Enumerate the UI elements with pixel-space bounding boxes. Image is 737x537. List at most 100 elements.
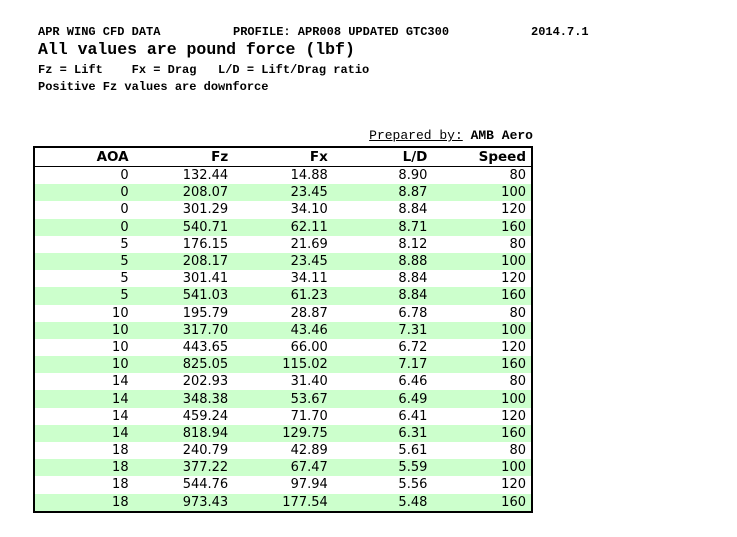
table-cell: 43.46 xyxy=(290,322,328,338)
table-cell: 160 xyxy=(501,357,526,373)
table-cell: 42.89 xyxy=(290,443,328,459)
table-cell: 160 xyxy=(501,425,526,441)
table-body: 0 132.44 14.88 8.90 80 0 208.07 23.45 8.87 100 0 30… xyxy=(34,167,532,512)
table-cell: 818.94 xyxy=(182,425,229,441)
table-cell: 160 xyxy=(501,288,526,304)
table-cell: 18 xyxy=(112,460,129,476)
table-cell: 80 xyxy=(509,168,526,184)
table-cell: 67.47 xyxy=(290,460,328,476)
table-cell: 120 xyxy=(501,202,526,218)
table-row: 10 825.05 115.02 7.17 160 xyxy=(34,356,532,374)
table-row: 10 317.70 43.46 7.31 100 xyxy=(34,321,532,339)
table-cell: 14 xyxy=(112,391,129,407)
table-row: 0 208.07 23.45 8.87 100 xyxy=(34,184,532,202)
table-cell: 5.61 xyxy=(398,443,428,459)
table-cell: 5 xyxy=(120,254,129,270)
table-cell: 100 xyxy=(501,460,526,476)
table-cell: 5 xyxy=(120,288,129,304)
table-cell: 177.54 xyxy=(282,494,328,510)
prepared-by-value: AMB Aero xyxy=(470,128,533,143)
table-cell: 100 xyxy=(501,254,526,270)
table-cell: 120 xyxy=(501,339,526,355)
table-row: 5 176.15 21.69 8.12 80 xyxy=(34,236,532,253)
cfd-data-table: AOA Fz Fx L/D Speed 0 132.44 14.88 8.90 80 0 208.0… xyxy=(33,146,533,513)
table-cell: 97.94 xyxy=(290,477,328,493)
table-row: 14 348.38 53.67 6.49 100 xyxy=(34,390,532,408)
table-cell: 34.11 xyxy=(290,271,328,287)
table-cell: 0 xyxy=(120,185,129,201)
table-cell: 5.59 xyxy=(398,460,428,476)
downforce-note: Positive Fz values are downforce xyxy=(38,80,269,94)
table-cell: 7.31 xyxy=(398,322,428,338)
table-cell: 973.43 xyxy=(182,494,229,510)
version-date: 2014.7.1 xyxy=(531,25,589,39)
table-cell: 541.03 xyxy=(182,288,229,304)
table-cell: 66.00 xyxy=(290,339,328,355)
table-cell: 120 xyxy=(501,408,526,424)
table-cell: 100 xyxy=(501,322,526,338)
table-row: 0 301.29 34.10 8.84 120 xyxy=(34,201,532,218)
table-row: 10 443.65 66.00 6.72 120 xyxy=(34,339,532,356)
table-cell: 71.70 xyxy=(290,408,328,424)
table-cell: 120 xyxy=(501,271,526,287)
column-header-aoa: AOA xyxy=(34,147,134,167)
table-cell: 160 xyxy=(501,219,526,235)
table-cell: 301.41 xyxy=(182,271,229,287)
table-cell: 240.79 xyxy=(182,443,229,459)
prepared-by-space xyxy=(463,128,471,143)
column-header-l-d: L/D xyxy=(332,147,433,167)
table-row: 10 195.79 28.87 6.78 80 xyxy=(34,305,532,322)
table-row: 0 132.44 14.88 8.90 80 xyxy=(34,167,532,185)
units-subtitle: All values are pound force (lbf) xyxy=(38,40,355,59)
table-cell: 120 xyxy=(501,477,526,493)
table-cell: 10 xyxy=(112,357,129,373)
table-cell: 8.90 xyxy=(398,168,428,184)
table-row: 0 540.71 62.11 8.71 160 xyxy=(34,218,532,236)
table-row: 18 973.43 177.54 5.48 160 xyxy=(34,493,532,512)
table-cell: 80 xyxy=(509,443,526,459)
table-cell: 18 xyxy=(112,494,129,510)
table-cell: 0 xyxy=(120,202,129,218)
table-cell: 115.02 xyxy=(282,357,328,373)
table-cell: 176.15 xyxy=(182,236,229,252)
table-cell: 28.87 xyxy=(290,305,328,321)
table-cell: 80 xyxy=(509,374,526,390)
table-cell: 53.67 xyxy=(290,391,328,407)
table-row: 18 544.76 97.94 5.56 120 xyxy=(34,476,532,493)
table-cell: 31.40 xyxy=(290,374,328,390)
table-row: 14 459.24 71.70 6.41 120 xyxy=(34,408,532,425)
table-cell: 6.49 xyxy=(398,391,428,407)
column-header-fz: Fz xyxy=(133,147,234,167)
table-cell: 8.87 xyxy=(398,185,428,201)
table-cell: 540.71 xyxy=(182,219,229,235)
table-cell: 6.41 xyxy=(398,408,428,424)
table-header-row: AOA Fz Fx L/D Speed xyxy=(34,147,532,167)
table-cell: 6.46 xyxy=(398,374,428,390)
table-cell: 62.11 xyxy=(290,219,328,235)
table-cell: 10 xyxy=(112,339,129,355)
symbol-legend: Fz = Lift Fx = Drag L/D = Lift/Drag rati… xyxy=(38,63,370,77)
table-row: 5 541.03 61.23 8.84 160 xyxy=(34,287,532,305)
table-cell: 208.17 xyxy=(182,254,229,270)
table-cell: 202.93 xyxy=(182,374,229,390)
prepared-by: Prepared by: AMB Aero xyxy=(33,128,533,144)
table-cell: 14 xyxy=(112,408,129,424)
table-cell: 348.38 xyxy=(182,391,229,407)
table-cell: 129.75 xyxy=(282,425,328,441)
table-cell: 8.84 xyxy=(398,288,428,304)
table-cell: 7.17 xyxy=(398,357,428,373)
table-cell: 544.76 xyxy=(182,477,229,493)
table-cell: 10 xyxy=(112,305,129,321)
table-cell: 8.84 xyxy=(398,202,428,218)
table-cell: 317.70 xyxy=(182,322,229,338)
table-cell: 18 xyxy=(112,477,129,493)
table-cell: 5.48 xyxy=(398,494,428,510)
table-cell: 14.88 xyxy=(290,168,328,184)
table-cell: 5 xyxy=(120,236,129,252)
table-row: 5 301.41 34.11 8.84 120 xyxy=(34,270,532,287)
table-cell: 8.12 xyxy=(398,236,428,252)
table-cell: 160 xyxy=(501,494,526,510)
table-row: 14 818.94 129.75 6.31 160 xyxy=(34,424,532,442)
table-cell: 8.71 xyxy=(398,219,428,235)
